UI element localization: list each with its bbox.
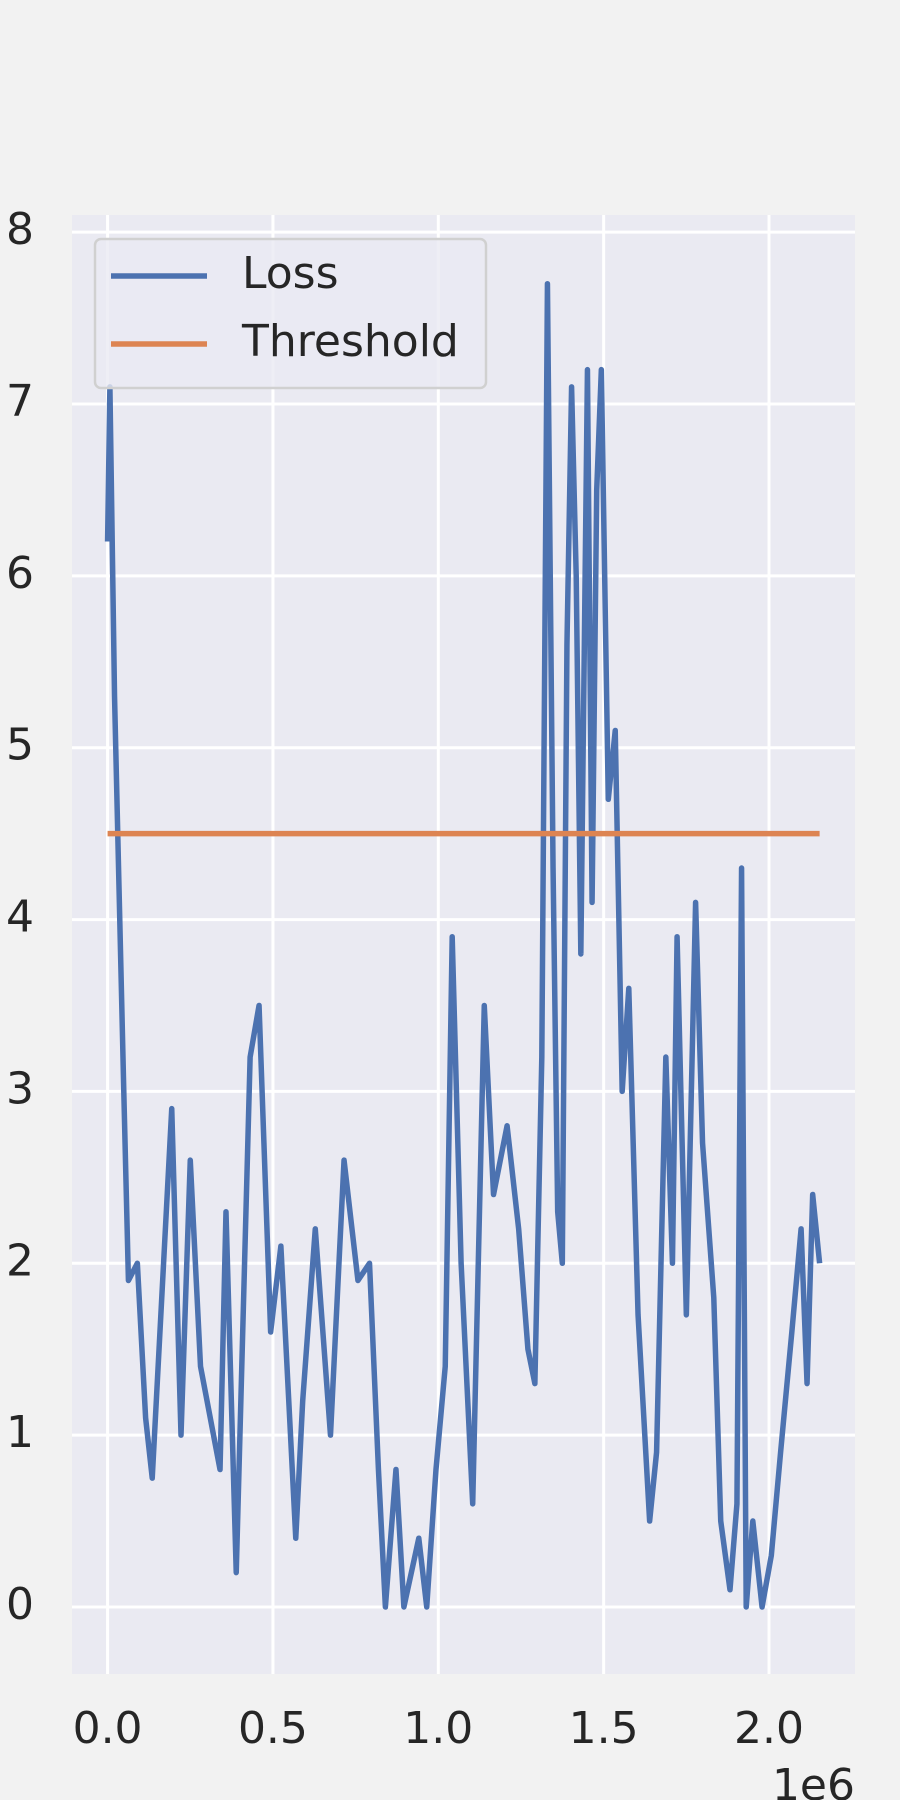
y-tick-label: 4 [6,892,34,943]
line [104,280,823,1610]
legend: Loss Threshold [93,237,488,390]
labels: 0 1 2 3 4 5 6 7 8 0.0 0.5 1.0 1.5 2.0 [6,204,804,1754]
y-tick-label: 1 [6,1407,34,1458]
x-tick-label: 1.0 [403,1703,473,1754]
y-tick-label: 7 [6,376,34,427]
x-offset-label: 1e6 [772,1760,855,1800]
x-tick-label: 1.5 [569,1703,639,1754]
y-tick-label: 8 [6,204,34,255]
x-tick-label: 2.0 [734,1703,804,1754]
marks [104,280,823,1610]
x-tick-label: 0.5 [238,1703,308,1754]
y-tick-label: 0 [6,1579,34,1630]
legend-label: Loss [242,248,339,299]
y-tick-label: 6 [6,548,34,599]
y-tick-label: 2 [6,1235,34,1286]
y-tick-label: 5 [6,720,34,771]
x-tick-label: 0.0 [73,1703,143,1754]
plot-area [72,215,855,1674]
legend-label: Threshold [241,316,459,367]
y-tick-label: 3 [6,1063,34,1114]
